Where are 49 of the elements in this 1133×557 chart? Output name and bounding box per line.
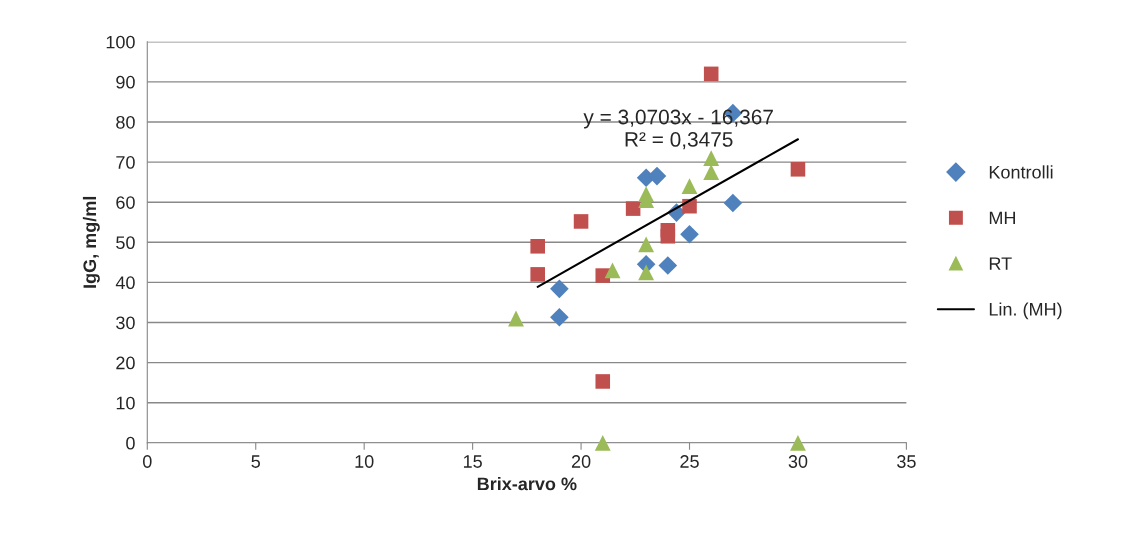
point [680,224,699,244]
x-tick-label: 30 [788,455,808,468]
point [595,374,611,389]
point [723,193,743,213]
point [530,267,545,282]
x-tick-label: 0 [142,455,152,468]
point [530,239,545,254]
x-axis-title: Brix-arvo % [477,477,577,491]
annotation: y = 3,0703x - 16,367 R² = 0,3475 [583,109,773,150]
legend-label: RT [989,257,1012,270]
y-tick-label: 100 [106,35,135,49]
x-tick-label: 35 [897,455,916,468]
legend-label: Lin. (MH) [989,302,1062,320]
point [790,434,806,451]
y-tick-label: 60 [116,196,135,209]
point [625,201,641,216]
y-tick-label: 50 [116,236,135,250]
point [573,214,589,229]
legend-label: Kontrolli [989,165,1053,179]
point [550,279,569,299]
point [703,150,720,166]
point [550,307,569,327]
y-tick-label: 40 [115,276,135,290]
x-tick-label: 15 [463,455,482,468]
legend-label: MH [989,211,1015,225]
point [790,162,806,177]
point [703,66,719,82]
y-tick-label: 80 [116,115,135,129]
x-tick-label: 25 [680,455,699,468]
point [638,236,655,253]
y-tick-label: 20 [116,356,135,370]
y-axis-title: IgG, mg/ml [82,196,100,288]
point [647,166,667,186]
y-tick-label: 30 [116,316,135,330]
point [681,178,698,195]
point [638,264,655,281]
point [703,164,720,181]
y-tick-label: 90 [116,75,135,89]
y-tick-label: 70 [116,156,135,169]
x-tick-label: 20 [571,455,591,468]
y-tick-label: 0 [126,436,135,450]
point [508,310,524,327]
point [660,229,676,244]
point [594,434,611,451]
x-tick-label: 10 [355,455,374,468]
point [604,262,621,279]
x-tick-label: 5 [251,455,260,468]
y-tick-label: 10 [116,396,135,410]
point [658,256,678,275]
